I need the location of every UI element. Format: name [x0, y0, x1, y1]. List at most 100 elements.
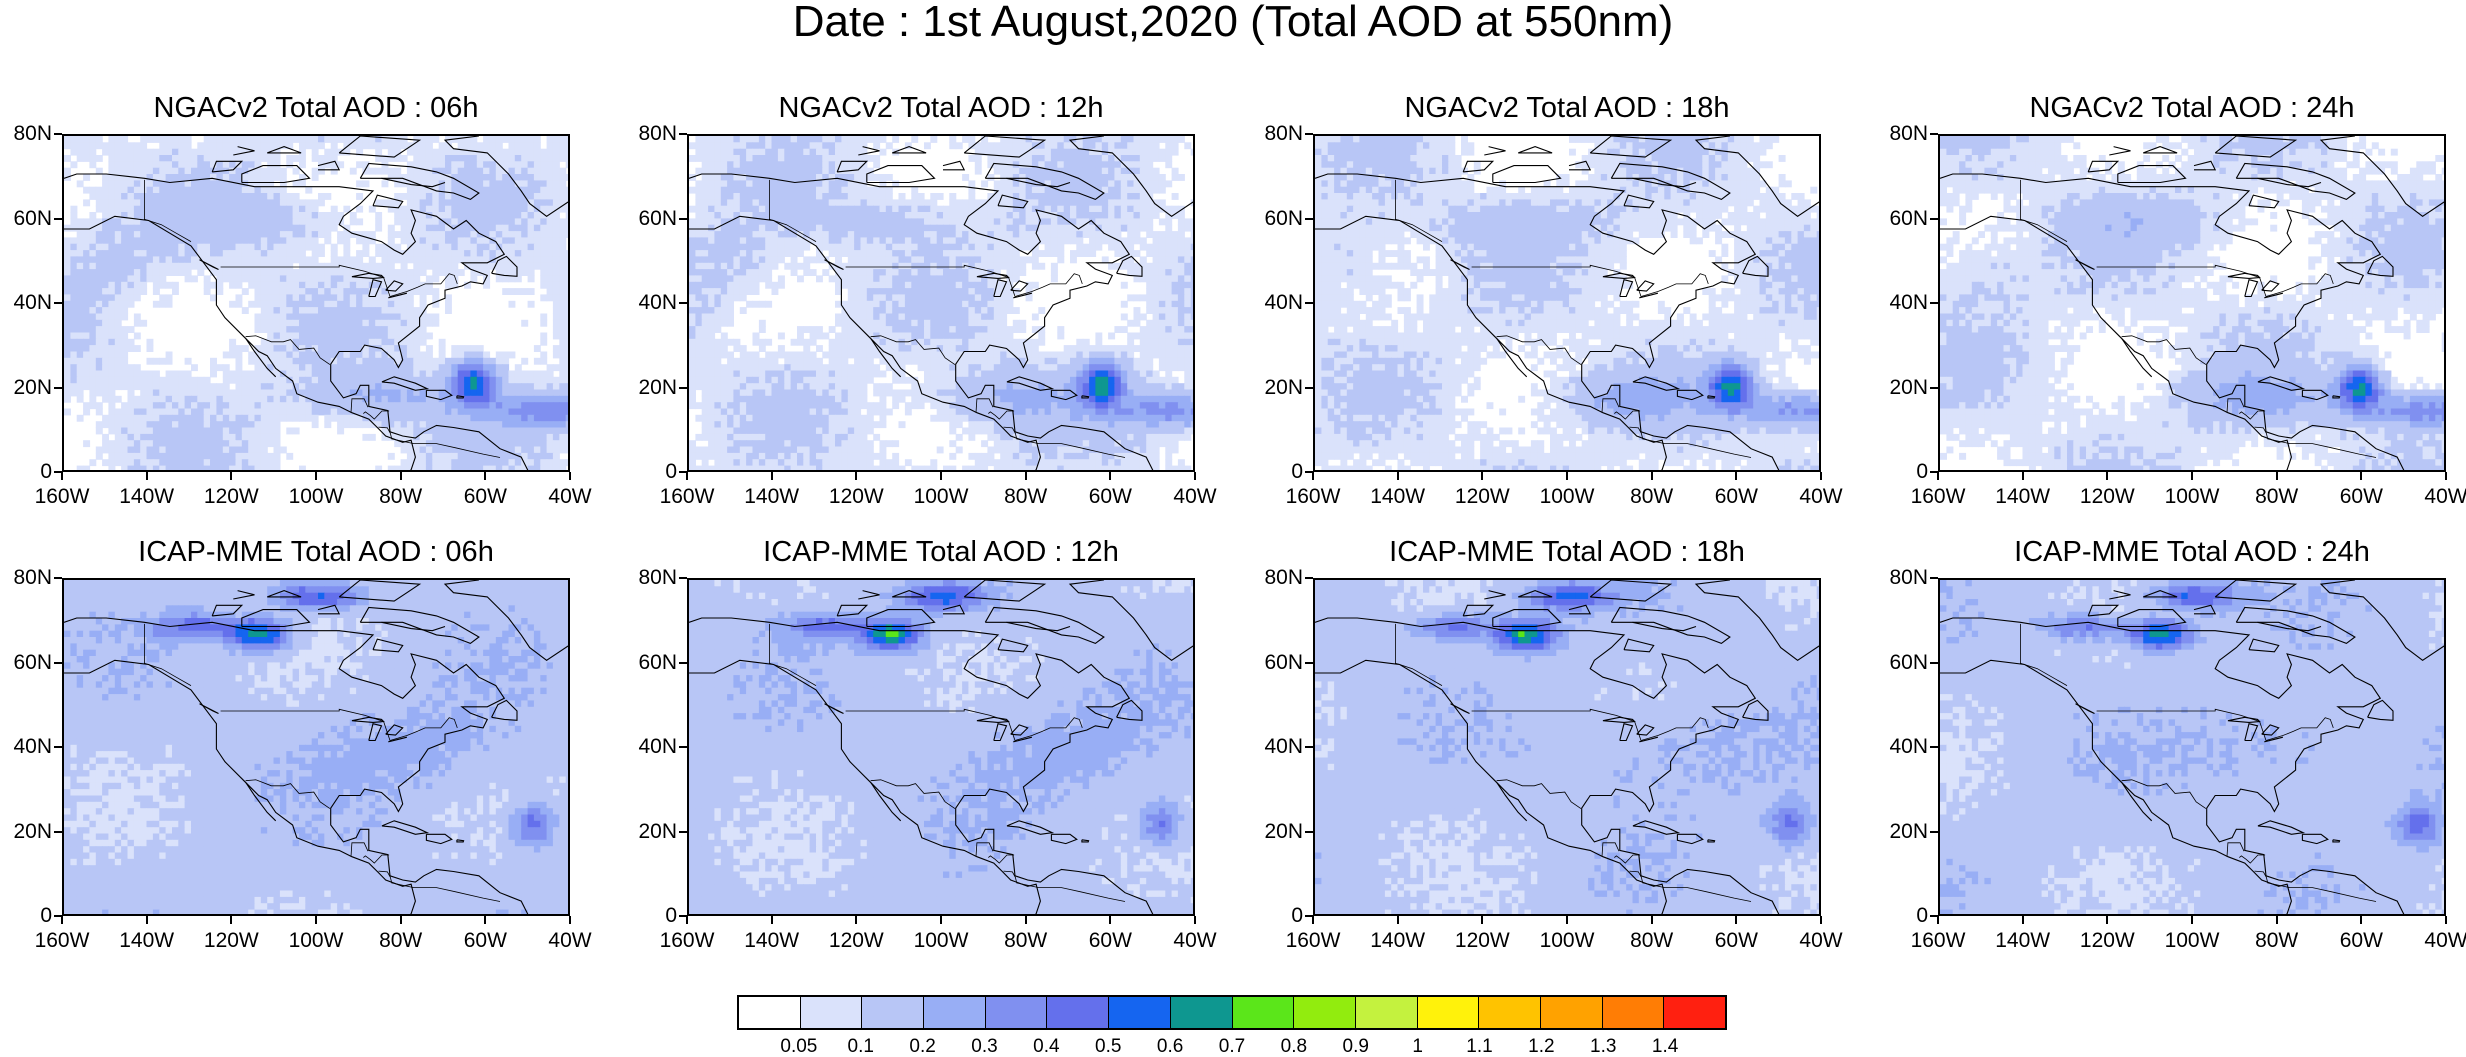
- aod-cell: [362, 314, 369, 321]
- aod-cell: [64, 377, 71, 384]
- aod-cell: [841, 187, 848, 194]
- aod-cell: [1178, 136, 1185, 143]
- aod-cell: [566, 161, 570, 168]
- aod-cell: [949, 199, 956, 206]
- aod-cell: [331, 390, 338, 397]
- aod-cell: [394, 333, 401, 340]
- lat-tick: [54, 302, 62, 304]
- aod-cell: [432, 237, 439, 244]
- aod-cell: [229, 345, 236, 352]
- aod-cell: [89, 396, 96, 403]
- aod-cell: [293, 199, 300, 206]
- aod-cell: [778, 275, 785, 282]
- aod-cell: [1108, 193, 1115, 200]
- aod-cell: [426, 415, 433, 422]
- aod-cell: [1172, 142, 1179, 149]
- aod-cell: [236, 345, 243, 352]
- aod-cell: [280, 383, 287, 390]
- aod-cell: [791, 168, 798, 175]
- aod-cell: [64, 294, 71, 301]
- aod-cell: [962, 136, 969, 143]
- aod-cell: [77, 250, 84, 257]
- aod-cell: [981, 225, 988, 232]
- aod-cell: [204, 250, 211, 257]
- aod-cell: [305, 326, 312, 333]
- aod-cell: [1095, 142, 1102, 149]
- aod-cell: [166, 383, 173, 390]
- aod-cell: [559, 275, 566, 282]
- aod-cell: [797, 275, 804, 282]
- aod-cell: [299, 314, 306, 321]
- aod-cell: [515, 364, 522, 371]
- aod-cell: [746, 225, 753, 232]
- aod-cell: [1045, 155, 1052, 162]
- aod-cell: [147, 256, 154, 263]
- aod-cell: [1121, 199, 1128, 206]
- aod-cell: [1026, 256, 1033, 263]
- aod-cell: [178, 440, 185, 447]
- aod-cell: [559, 269, 566, 276]
- aod-cell: [880, 193, 887, 200]
- aod-cell: [128, 199, 135, 206]
- aod-cell: [229, 269, 236, 276]
- aod-cell: [451, 415, 458, 422]
- aod-cell: [108, 256, 115, 263]
- aod-cell: [356, 275, 363, 282]
- aod-cell: [772, 180, 779, 187]
- aod-cell: [394, 307, 401, 314]
- aod-cell: [375, 244, 382, 251]
- aod-cell: [695, 199, 702, 206]
- aod-cell: [439, 225, 446, 232]
- aod-cell: [229, 187, 236, 194]
- aod-cell: [515, 409, 522, 416]
- aod-cell: [121, 294, 128, 301]
- aod-cell: [534, 345, 541, 352]
- aod-cell: [185, 466, 192, 472]
- aod-cell: [102, 447, 109, 454]
- aod-cell: [553, 275, 560, 282]
- aod-cell: [727, 193, 734, 200]
- aod-cell: [369, 352, 376, 359]
- aod-cell: [274, 187, 281, 194]
- aod-cell: [331, 282, 338, 289]
- aod-cell: [968, 244, 975, 251]
- aod-cell: [350, 402, 357, 409]
- aod-cell: [1026, 218, 1033, 225]
- aod-cell: [166, 377, 173, 384]
- aod-cell: [388, 339, 395, 346]
- aod-cell: [1140, 168, 1147, 175]
- aod-cell: [930, 212, 937, 219]
- aod-cell: [96, 263, 103, 270]
- aod-cell: [458, 161, 465, 168]
- aod-cell: [559, 459, 566, 466]
- aod-cell: [134, 155, 141, 162]
- aod-cell: [477, 263, 484, 270]
- aod-cell: [464, 225, 471, 232]
- aod-cell: [566, 345, 570, 352]
- aod-cell: [318, 155, 325, 162]
- aod-cell: [375, 326, 382, 333]
- aod-cell: [242, 459, 249, 466]
- aod-cell: [331, 339, 338, 346]
- aod-cell: [102, 250, 109, 257]
- aod-cell: [305, 333, 312, 340]
- aod-cell: [1127, 155, 1134, 162]
- aod-cell: [223, 212, 230, 219]
- aod-cell: [566, 415, 570, 422]
- aod-cell: [797, 174, 804, 181]
- aod-cell: [559, 307, 566, 314]
- aod-cell: [64, 142, 71, 149]
- aod-cell: [854, 161, 861, 168]
- aod-cell: [147, 377, 154, 384]
- aod-cell: [216, 364, 223, 371]
- aod-cell: [191, 447, 198, 454]
- aod-cell: [356, 364, 363, 371]
- aod-cell: [962, 206, 969, 213]
- aod-cell: [147, 396, 154, 403]
- aod-cell: [293, 428, 300, 435]
- aod-cell: [147, 263, 154, 270]
- aod-cell: [1114, 187, 1121, 194]
- aod-cell: [350, 396, 357, 403]
- aod-cell: [312, 307, 319, 314]
- aod-cell: [299, 371, 306, 378]
